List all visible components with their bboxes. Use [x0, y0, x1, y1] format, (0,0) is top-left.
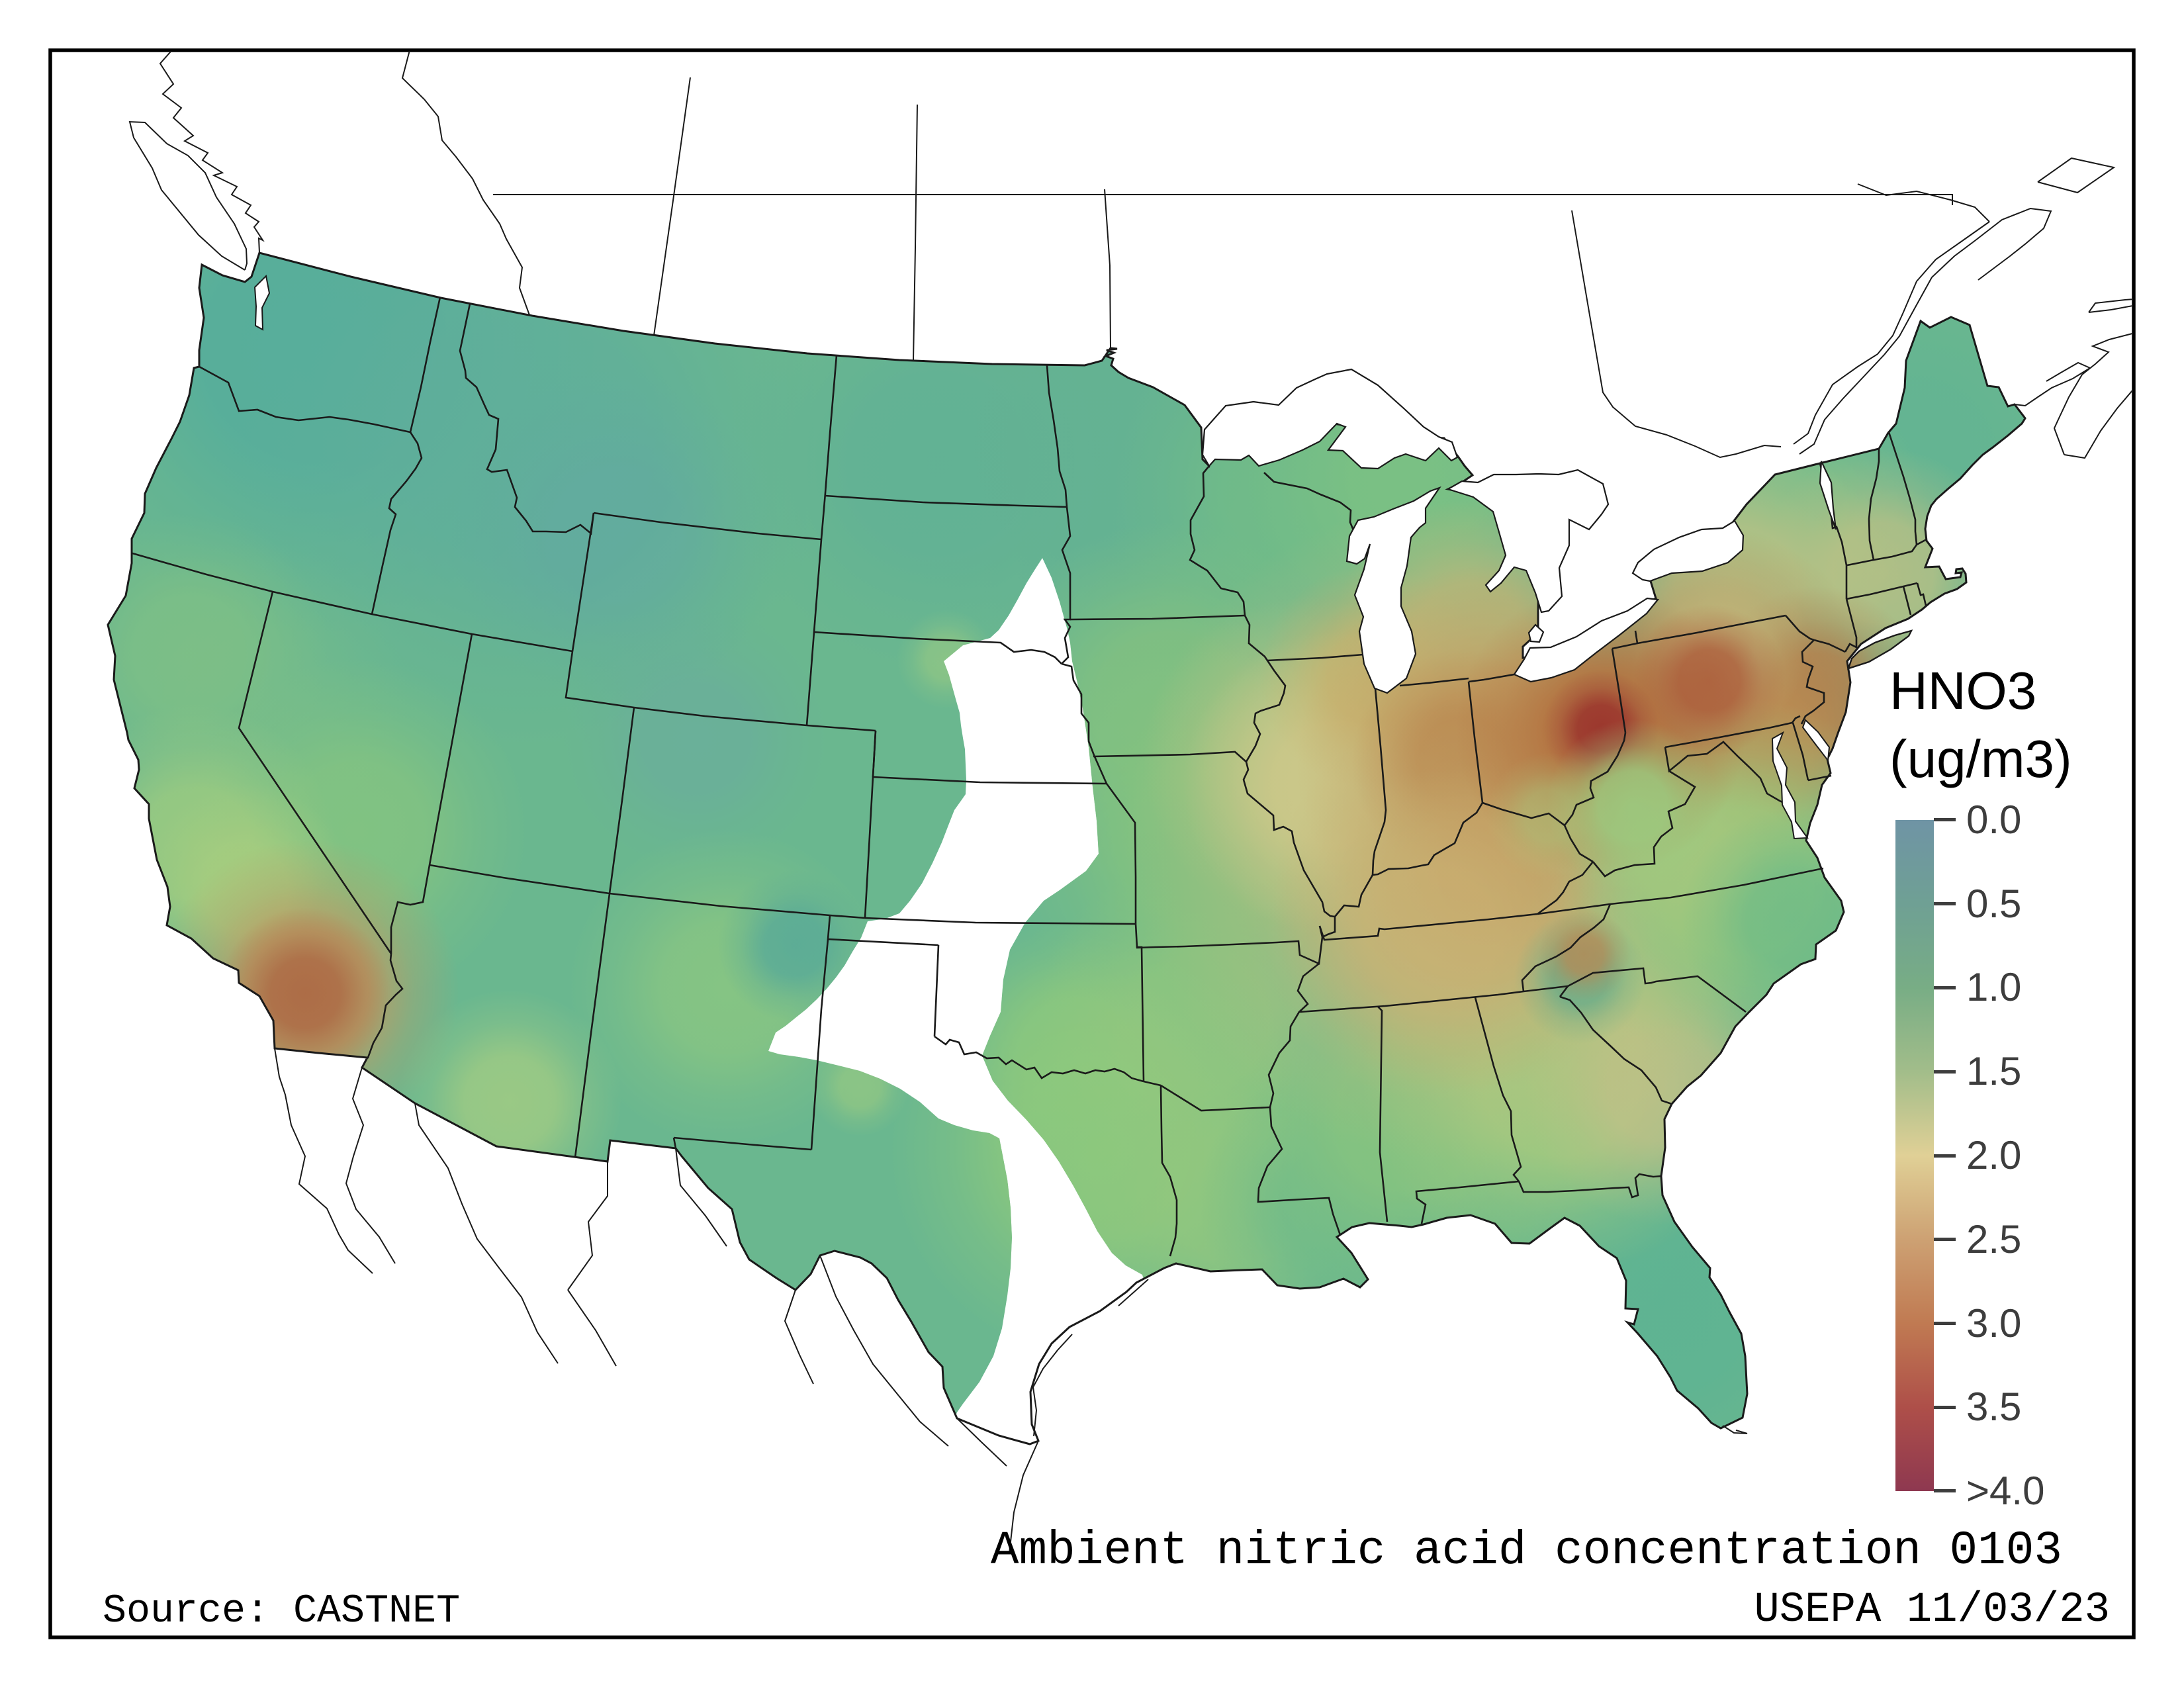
svg-text:2.0: 2.0 [1966, 1133, 2021, 1177]
svg-text:>4.0: >4.0 [1966, 1469, 2044, 1513]
svg-text:USEPA 11/03/23: USEPA 11/03/23 [1754, 1586, 2110, 1634]
svg-text:(ug/m3): (ug/m3) [1889, 729, 2072, 788]
svg-text:3.5: 3.5 [1966, 1385, 2021, 1429]
svg-text:0.5: 0.5 [1966, 882, 2021, 926]
svg-text:2.5: 2.5 [1966, 1217, 2021, 1261]
svg-text:1.0: 1.0 [1966, 965, 2021, 1009]
svg-text:HNO3: HNO3 [1889, 661, 2036, 720]
svg-text:Ambient nitric acid concentrat: Ambient nitric acid concentration 0103 [991, 1525, 2062, 1578]
svg-text:0.0: 0.0 [1966, 798, 2021, 842]
svg-text:1.5: 1.5 [1966, 1049, 2021, 1093]
svg-text:Source: CASTNET: Source: CASTNET [103, 1589, 460, 1634]
svg-text:3.0: 3.0 [1966, 1301, 2021, 1346]
